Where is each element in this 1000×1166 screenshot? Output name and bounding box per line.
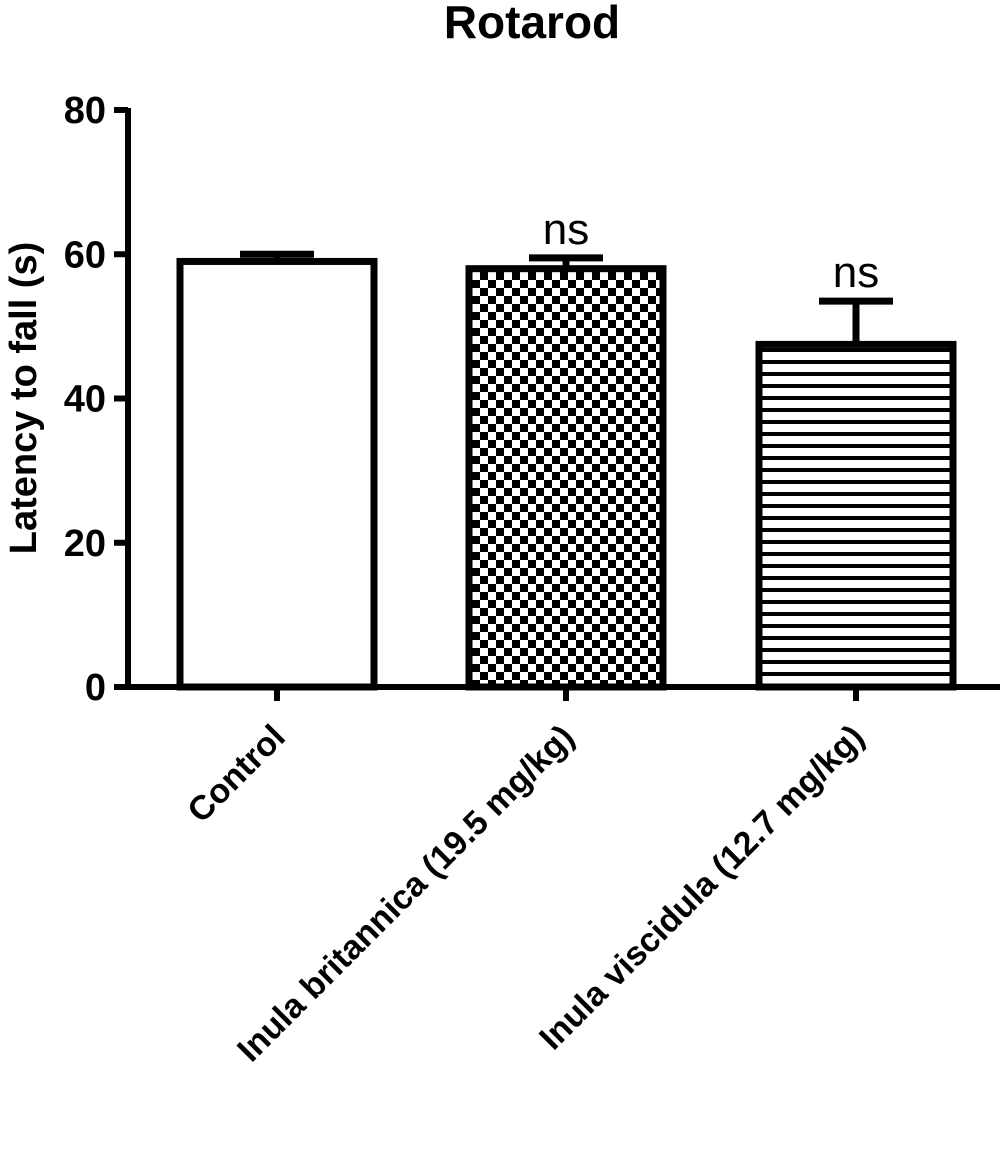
y-tick-label: 20: [64, 523, 106, 565]
y-axis-label: Latency to fall (s): [3, 242, 45, 555]
y-tick-label: 80: [64, 90, 106, 132]
y-tick-label: 0: [85, 667, 106, 709]
y-tick-label: 60: [64, 234, 106, 276]
category-label: Inula britannica (19.5 mg/kg): [230, 718, 582, 1070]
category-label: Control: [180, 718, 292, 830]
y-axis: 0 20 40 60 80: [64, 90, 131, 709]
bar: [755, 340, 957, 691]
bars: [176, 250, 957, 691]
annotations: ns ns: [543, 205, 879, 297]
category-label: Inula viscidula (12.7 mg/kg): [532, 718, 872, 1058]
bar: [465, 265, 667, 691]
significance-label: ns: [833, 248, 879, 297]
significance-label: ns: [543, 205, 589, 254]
bar: [176, 257, 378, 691]
chart-title: Rotarod: [444, 0, 620, 48]
y-tick-label: 40: [64, 379, 106, 421]
